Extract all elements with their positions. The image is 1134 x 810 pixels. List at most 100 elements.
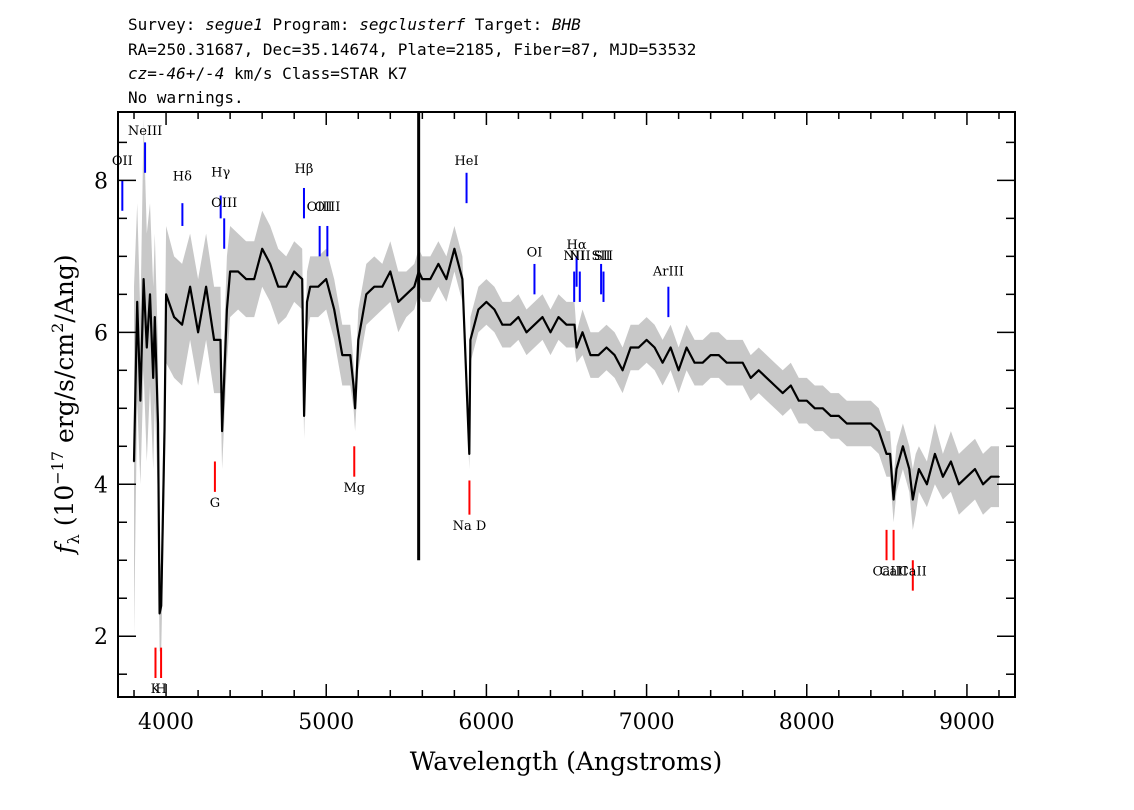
flux-point <box>573 323 576 326</box>
flux-point <box>741 361 744 364</box>
flux-point <box>934 453 936 455</box>
survey-value: segue1 <box>205 15 263 34</box>
flux-point <box>830 415 832 417</box>
flux-point <box>181 323 183 326</box>
absorption-line-label: G <box>210 496 220 511</box>
axis-ticks-layer: 4000 5000 6000 7000 8000 9000 2 4 6 8 <box>94 112 1015 735</box>
flux-point <box>895 468 898 470</box>
flux-point <box>790 384 792 387</box>
flux-point <box>637 346 640 349</box>
flux-point <box>197 331 199 334</box>
flux-point <box>469 339 472 341</box>
absorption-line-label: Mg <box>343 481 365 496</box>
flux-point <box>352 384 355 387</box>
flux-point <box>477 308 480 311</box>
flux-point <box>413 285 416 288</box>
x-tick-label: 7000 <box>619 710 675 735</box>
flux-point <box>163 430 166 432</box>
flux-point <box>757 369 760 372</box>
flux-point <box>908 468 911 470</box>
flux-point <box>437 263 440 265</box>
flux-point <box>892 498 895 501</box>
flux-point <box>902 445 904 448</box>
flux-point <box>677 369 680 372</box>
emission-line-label: OI <box>527 245 543 260</box>
flux-point <box>517 316 520 318</box>
flux-point <box>822 407 824 410</box>
flux-point <box>549 331 552 334</box>
emission-line-label: NII <box>563 249 585 264</box>
flux-point <box>381 285 384 288</box>
flux-point <box>958 483 960 486</box>
flux-point <box>354 407 356 410</box>
flux-point <box>814 407 816 410</box>
absorption-line-label: CaII <box>899 564 927 579</box>
flux-point <box>146 346 148 349</box>
flux-point <box>485 301 488 303</box>
absorption-line-label: K <box>151 682 161 697</box>
y-tick-label: 4 <box>94 473 108 498</box>
flux-point <box>261 248 264 250</box>
flux-point <box>303 415 305 417</box>
flux-point <box>389 270 392 273</box>
emission-line-label: ArIII <box>652 264 684 279</box>
flux-point <box>133 460 135 463</box>
flux-point <box>213 339 215 341</box>
flux-point <box>621 369 624 372</box>
flux-point <box>966 475 968 478</box>
flux-point <box>429 278 432 280</box>
flux-point <box>862 422 864 425</box>
flux-point <box>773 384 776 387</box>
x-tick-label: 6000 <box>458 710 514 735</box>
flux-point <box>365 293 368 296</box>
x-tick-label: 8000 <box>779 710 835 735</box>
uncertainty-band <box>134 119 999 652</box>
emission-line-label: NeIII <box>128 124 162 139</box>
flux-point <box>605 346 608 349</box>
x-tick-label: 9000 <box>939 710 995 735</box>
target-value: BHB <box>552 15 581 34</box>
flux-point <box>466 399 469 402</box>
flux-point <box>189 285 191 288</box>
flux-point <box>269 263 272 265</box>
flux-point <box>301 278 304 280</box>
flux-point <box>493 308 496 311</box>
emission-line-label: Hβ <box>295 162 314 177</box>
flux-point <box>309 285 312 288</box>
flux-point <box>205 285 207 288</box>
flux-point <box>306 301 308 303</box>
flux-point <box>149 293 151 296</box>
flux-point <box>912 498 914 501</box>
flux-point <box>373 285 376 288</box>
flux-point <box>990 475 992 478</box>
flux-point <box>685 346 688 349</box>
flux-point <box>253 278 255 280</box>
x-axis-title: Wavelength (Angstroms) <box>410 747 722 776</box>
flux-point <box>854 422 856 425</box>
y-tick-label: 2 <box>94 625 108 650</box>
emission-line-label: OIII <box>211 196 237 211</box>
flux-point <box>565 323 568 326</box>
emission-line-label: OII <box>112 154 133 169</box>
flux-point <box>581 331 584 334</box>
flux-point <box>277 285 280 288</box>
flux-point <box>613 354 616 356</box>
flux-point <box>142 278 145 280</box>
emission-line-label: Hγ <box>211 166 230 181</box>
absorption-line-label: H <box>155 682 166 697</box>
flux-point <box>914 483 917 486</box>
flux-point <box>237 270 239 273</box>
flux-point <box>453 248 456 250</box>
flux-point <box>998 475 1000 478</box>
flux-point <box>669 346 672 349</box>
flux-point <box>341 354 344 356</box>
flux-point <box>245 278 247 280</box>
flux-point <box>653 346 656 349</box>
flux-point <box>889 453 891 455</box>
flux-point <box>397 301 400 303</box>
flux-point <box>461 278 464 280</box>
flux-point <box>533 323 536 326</box>
flux-point <box>918 468 920 470</box>
flux-point <box>974 468 976 470</box>
